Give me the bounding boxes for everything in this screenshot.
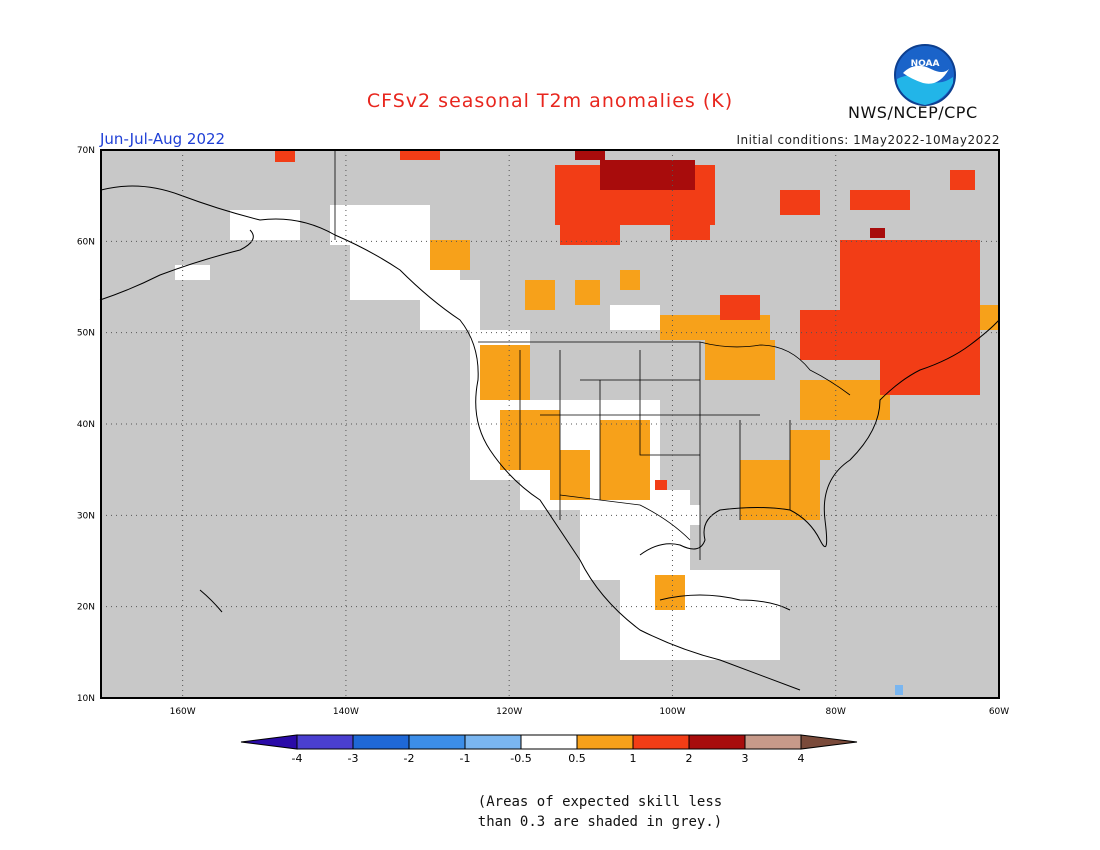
state-borders xyxy=(334,150,851,560)
lat-label: 70N xyxy=(77,146,95,156)
lon-label: 120W xyxy=(496,707,522,717)
colorbar-label: 2 xyxy=(686,752,693,765)
forecast-period: Jun-Jul-Aug 2022 xyxy=(100,130,226,148)
lon-label: 80W xyxy=(826,707,846,717)
colorbar-label: -3 xyxy=(348,752,359,765)
colorbar-box xyxy=(296,734,354,750)
colorbar-arrow-high xyxy=(800,734,858,750)
colorbar-label: -2 xyxy=(404,752,415,765)
lat-label: 40N xyxy=(77,420,95,430)
svg-text:NOAA: NOAA xyxy=(911,59,940,69)
colorbar-box xyxy=(744,734,802,750)
colorbar-box xyxy=(520,734,578,750)
lat-label: 30N xyxy=(77,511,95,521)
initial-conditions: Initial conditions: 1May2022-10May2022 xyxy=(736,133,1000,147)
skill-note-line2: than 0.3 are shaded in grey.) xyxy=(477,814,723,830)
colorbar-label: 3 xyxy=(742,752,749,765)
lat-label: 60N xyxy=(77,237,95,247)
colorbar-box xyxy=(464,734,522,750)
map-title: CFSv2 seasonal T2m anomalies (K) xyxy=(366,90,734,112)
noaa-logo: NOAA xyxy=(894,44,956,106)
colorbar-label: -0.5 xyxy=(510,752,531,765)
colorbar-box xyxy=(688,734,746,750)
longitude-labels: 160W 140W 120W 100W 80W 60W xyxy=(170,707,1010,717)
colorbar-label: -1 xyxy=(460,752,471,765)
map-frame xyxy=(100,149,1000,699)
colorbar-box xyxy=(352,734,410,750)
anomaly-patches xyxy=(175,150,999,695)
lat-label: 50N xyxy=(77,329,95,339)
lon-label: 160W xyxy=(170,707,196,717)
lat-label: 10N xyxy=(77,694,95,704)
lon-label: 100W xyxy=(659,707,685,717)
colorbar-label: -4 xyxy=(292,752,303,765)
colorbar-label: 1 xyxy=(630,752,637,765)
colorbar-box xyxy=(408,734,466,750)
coastlines xyxy=(99,185,1000,691)
colorbar-label: 4 xyxy=(798,752,805,765)
colorbar-box xyxy=(632,734,690,750)
lon-label: 140W xyxy=(333,707,359,717)
colorbar-box xyxy=(576,734,634,750)
lon-label: 60W xyxy=(989,707,1009,717)
colorbar-label: 0.5 xyxy=(568,752,586,765)
colorbar-arrow-low xyxy=(240,734,298,750)
skill-note: (Areas of expected skill less than 0.3 a… xyxy=(470,792,730,832)
skill-note-line1: (Areas of expected skill less xyxy=(477,794,723,810)
latitude-labels: 70N 60N 50N 40N 30N 20N 10N xyxy=(77,146,95,704)
agency-label: NWS/NCEP/CPC xyxy=(848,103,978,122)
lat-label: 20N xyxy=(77,603,95,613)
